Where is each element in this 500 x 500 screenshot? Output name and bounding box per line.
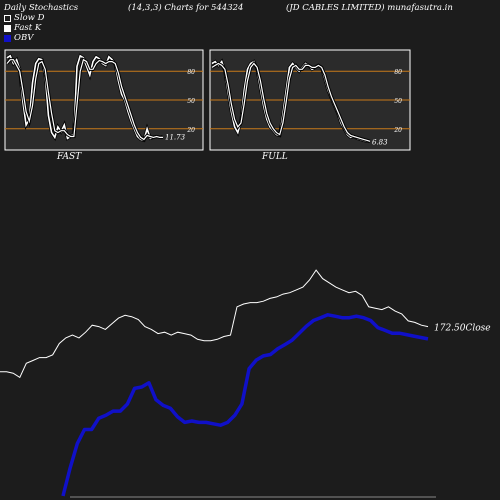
full-last-value-label: 6.83 [372, 138, 388, 146]
fast-panel-label: FAST [57, 152, 82, 162]
legend-item-fast-k: Fast K [4, 23, 41, 33]
chart-title-center: (14,3,3) Charts for 544324 [128, 3, 244, 13]
close-last-value-label: 172.50Close [434, 324, 491, 334]
fast-last-value-label: 11.73 [165, 133, 186, 141]
full-panel-label: FULL [262, 152, 288, 162]
full-tick-label-50: 50 [394, 98, 402, 105]
chart-title-left: Daily Stochastics [4, 3, 79, 13]
legend-swatch-fast-k [4, 24, 11, 32]
fast-tick-label-80: 80 [187, 69, 195, 76]
fast-tick-label-50: 50 [187, 98, 195, 105]
fast-series-slow-d [6, 58, 163, 141]
chart-title-right: (JD CABLES LIMITED) munafasutra.in [286, 3, 453, 13]
legend-swatch-slow-d [4, 14, 11, 22]
full-tick-label-80: 80 [394, 69, 402, 76]
legend-item-slow-d: Slow D [4, 13, 44, 23]
legend-label-fast-k: Fast K [14, 23, 42, 33]
legend-item-obv: OBV [4, 33, 33, 43]
fast-tick-label-20: 20 [186, 127, 195, 134]
legend-swatch-obv [4, 34, 11, 42]
full-series-slow-d [211, 62, 371, 142]
obv-line [61, 313, 429, 497]
close-price-line [0, 269, 429, 379]
full-tick-label-20: 20 [393, 127, 402, 134]
legend-label-obv: OBV [14, 33, 34, 43]
legend-label-slow-d: Slow D [14, 13, 45, 23]
